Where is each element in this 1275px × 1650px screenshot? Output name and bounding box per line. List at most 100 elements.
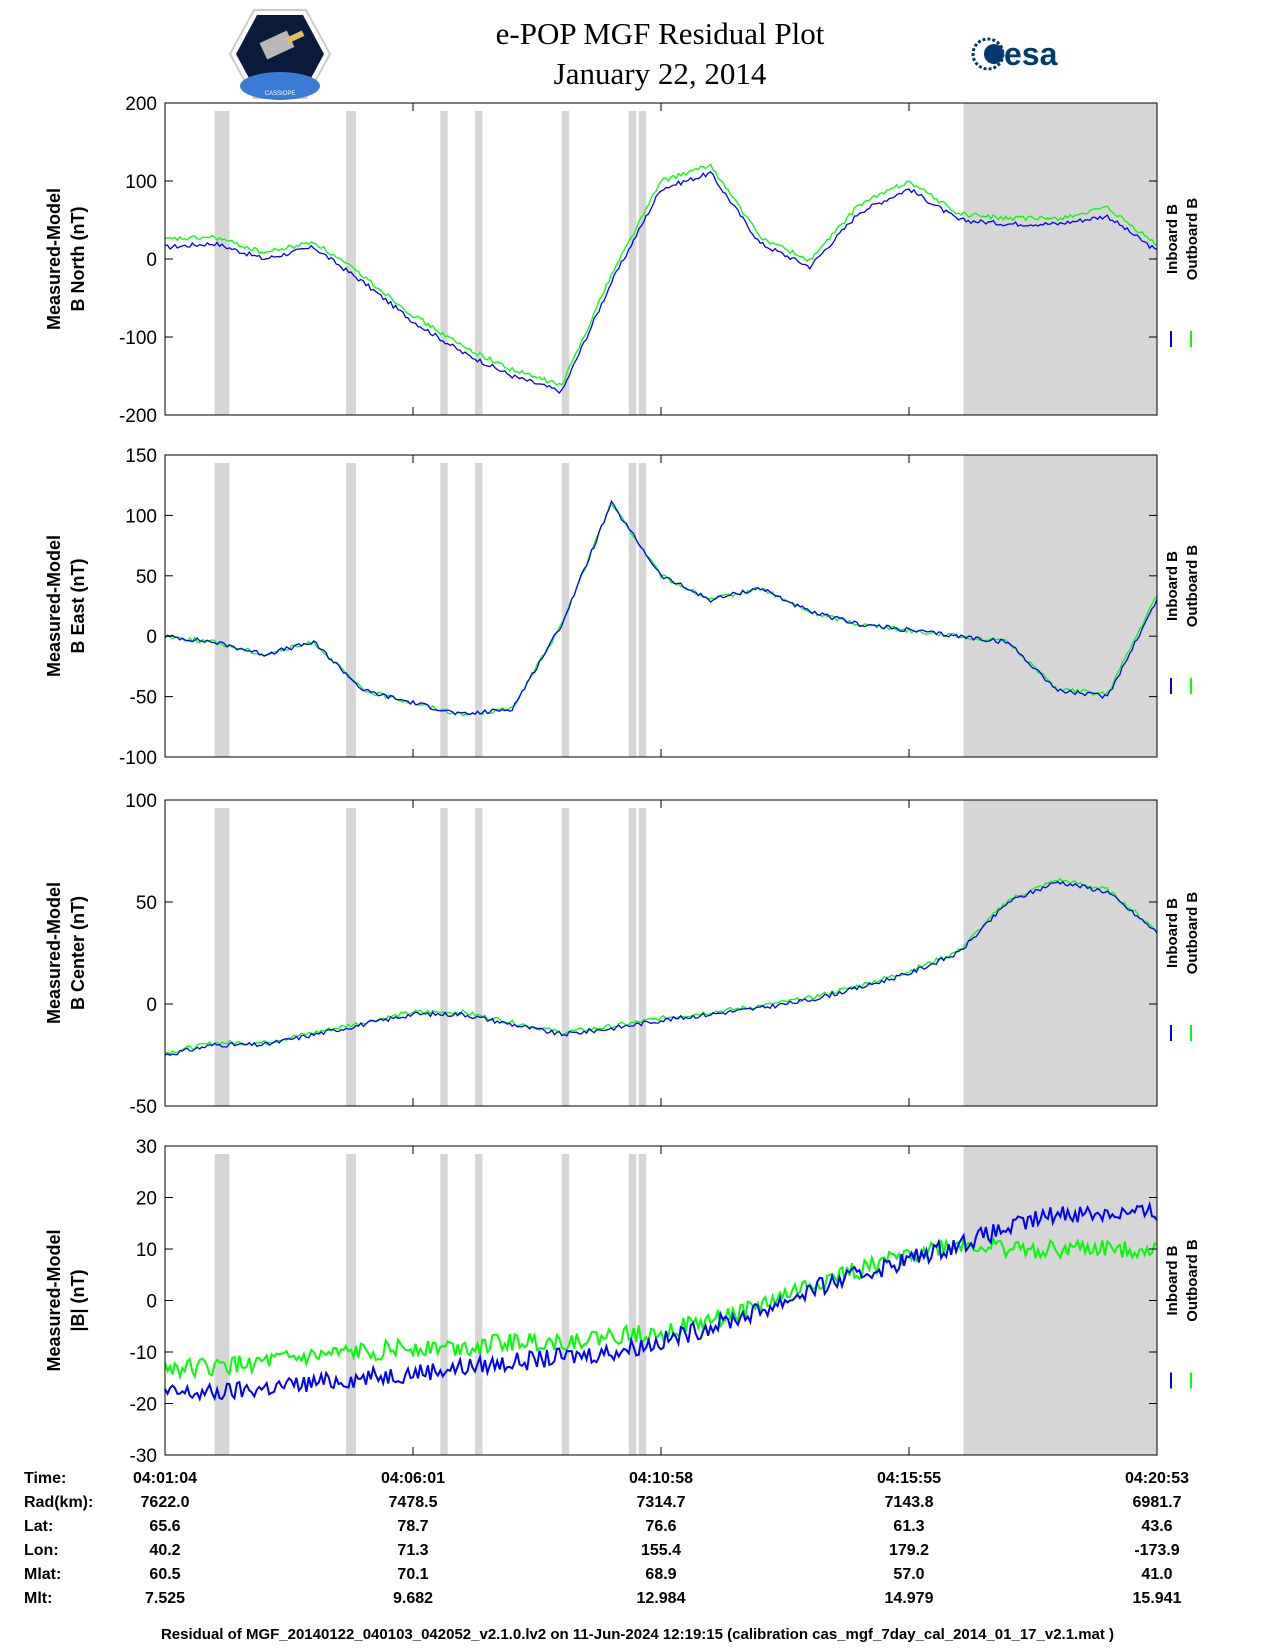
shaded-span-2-3 — [475, 808, 483, 1106]
shaded-span-1-2 — [440, 463, 448, 757]
shaded-span-1-1 — [346, 463, 356, 757]
y-axis-label-line2-0: B North (nT) — [68, 207, 88, 312]
y-axis-label-line1-0: Measured-Model — [44, 188, 64, 330]
y-tick-label-2-0: -50 — [130, 1097, 157, 1118]
table-cell: 155.4 — [640, 1542, 682, 1559]
y-axis-label-2: Measured-Model B Center (nT) — [44, 882, 88, 1024]
legend-entry-0-0: Inboard B — [1164, 204, 1181, 274]
y-axis-label-line2-1: B East (nT) — [68, 558, 88, 653]
shaded-span-0-6 — [638, 111, 647, 415]
shaded-span-0-7 — [963, 103, 1157, 415]
table-cell: 04:01:04 — [132, 1470, 198, 1487]
legend-entry-3-0: Inboard B — [1164, 1245, 1181, 1315]
orbit-info-table: Time: Rad(km): Lat: Lon: Mlat: Mlt: 04:01:04 76… — [0, 1470, 1275, 1620]
esa-logo-text: esa — [1004, 36, 1058, 72]
table-row-label: Mlat: — [24, 1566, 62, 1583]
y-axis-label-line1-3: Measured-Model — [44, 1229, 64, 1371]
shaded-span-0-1 — [346, 111, 356, 415]
y-axis-label-line2-3: |B| (nT) — [68, 1269, 88, 1331]
shaded-span-2-4 — [561, 808, 570, 1106]
shaded-span-1-0 — [214, 463, 230, 757]
y-tick-label-3-6: 30 — [136, 1137, 157, 1158]
shaded-span-1-3 — [475, 463, 483, 757]
table-cell: 6981.7 — [1132, 1494, 1182, 1511]
y-tick-label-0-0: -200 — [119, 406, 157, 427]
shaded-span-1-4 — [561, 463, 570, 757]
legend-3: Inboard B Outboard B — [1164, 1239, 1201, 1322]
table-cell: 7478.5 — [388, 1494, 438, 1511]
shaded-span-3-2 — [440, 1154, 448, 1455]
y-tick-label-3-5: 20 — [136, 1189, 157, 1210]
y-tick-label-0-4: 200 — [125, 94, 157, 115]
title-line-2: January 22, 2014 — [553, 56, 767, 91]
table-cell: 14.979 — [884, 1590, 934, 1607]
table-cell: 78.7 — [397, 1518, 429, 1535]
shaded-span-2-5 — [628, 808, 637, 1106]
shaded-span-2-7 — [963, 800, 1157, 1106]
shaded-span-0-4 — [561, 111, 570, 415]
y-axis-label-1: Measured-Model B East (nT) — [44, 535, 88, 677]
legend-entry-3-1: Outboard B — [1184, 1239, 1201, 1322]
y-tick-label-1-3: 50 — [136, 567, 157, 588]
shaded-span-3-0 — [214, 1154, 230, 1455]
series-line-0-outboard — [164, 163, 1158, 386]
table-cell: 04:10:58 — [628, 1470, 694, 1487]
table-cell: 41.0 — [1141, 1566, 1173, 1583]
shaded-span-1-6 — [638, 463, 647, 757]
table-cell: 04:06:01 — [380, 1470, 446, 1487]
legend-entry-2-0: Inboard B — [1164, 898, 1181, 968]
table-cell: 61.3 — [893, 1518, 925, 1535]
legend-entry-1-0: Inboard B — [1164, 551, 1181, 621]
y-tick-label-3-1: -20 — [130, 1395, 157, 1416]
y-tick-label-3-0: -30 — [130, 1446, 157, 1467]
footer-caption: Residual of MGF_20140122_040103_042052_v… — [160, 1626, 1115, 1643]
legend-entry-1-1: Outboard B — [1184, 545, 1201, 628]
shaded-span-2-0 — [214, 808, 230, 1106]
y-tick-label-2-3: 100 — [125, 791, 157, 812]
y-tick-label-2-1: 0 — [146, 995, 157, 1016]
y-tick-label-1-5: 150 — [125, 446, 157, 467]
cassiope-logo-text: CASSIOPE — [265, 91, 296, 97]
table-cell: 40.2 — [149, 1542, 181, 1559]
table-cell: 57.0 — [893, 1566, 925, 1583]
table-cell: 7622.0 — [140, 1494, 190, 1511]
y-axis-label-3: Measured-Model |B| (nT) — [44, 1229, 88, 1371]
table-cell: 7314.7 — [636, 1494, 686, 1511]
table-row-label: Time: — [24, 1470, 67, 1487]
table-cell: -173.9 — [1134, 1542, 1180, 1559]
legend-0: Inboard B Outboard B — [1164, 198, 1201, 281]
shaded-span-1-7 — [963, 455, 1157, 757]
y-tick-label-3-3: 0 — [146, 1292, 157, 1313]
table-cell: 7143.8 — [884, 1494, 934, 1511]
table-row-label: Mlt: — [24, 1590, 53, 1607]
series-line-1-inboard — [164, 499, 1158, 716]
shaded-span-0-3 — [475, 111, 483, 415]
table-cell: 15.941 — [1132, 1590, 1182, 1607]
legend-entry-0-1: Outboard B — [1184, 198, 1201, 281]
legend-1: Inboard B Outboard B — [1164, 545, 1201, 628]
series-line-2-inboard — [164, 880, 1158, 1057]
series-line-3-outboard — [164, 1235, 1158, 1381]
series-line-3-inboard — [164, 1200, 1158, 1402]
y-tick-label-0-3: 100 — [125, 172, 157, 193]
shaded-span-0-2 — [440, 111, 448, 415]
table-cell: 76.6 — [645, 1518, 677, 1535]
series-line-1-outboard — [164, 503, 1158, 717]
y-tick-label-0-1: -100 — [119, 328, 157, 349]
legend-entry-2-1: Outboard B — [1184, 892, 1201, 975]
y-axis-label-line1-1: Measured-Model — [44, 535, 64, 677]
table-cell: 04:20:53 — [1124, 1470, 1190, 1487]
table-row-label: Lon: — [24, 1542, 59, 1559]
shaded-span-3-6 — [638, 1154, 647, 1455]
series-line-0-inboard — [164, 170, 1158, 394]
y-tick-label-2-2: 50 — [136, 893, 157, 914]
table-cell: 179.2 — [888, 1542, 930, 1559]
shaded-span-2-1 — [346, 808, 356, 1106]
shaded-span-1-5 — [628, 463, 637, 757]
table-row-label: Lat: — [24, 1518, 54, 1535]
y-tick-label-1-2: 0 — [146, 627, 157, 648]
table-cell: 65.6 — [149, 1518, 181, 1535]
table-cell: 68.9 — [645, 1566, 677, 1583]
y-tick-label-3-4: 10 — [136, 1240, 157, 1261]
